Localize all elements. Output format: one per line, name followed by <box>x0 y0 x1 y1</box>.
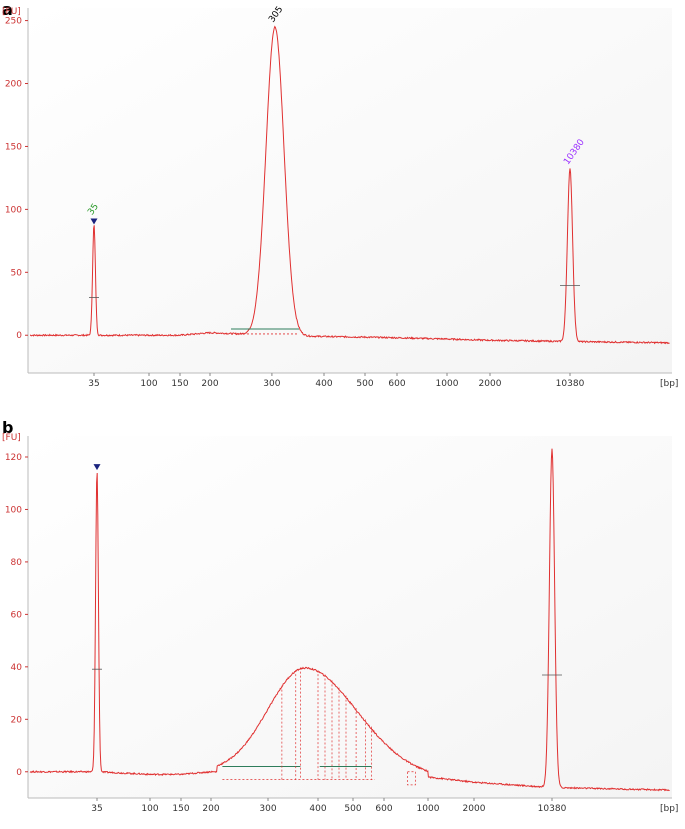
y-tick-label: 100 <box>5 505 22 515</box>
x-unit-label: [bp] <box>660 379 678 389</box>
x-tick-label: 10380 <box>538 804 567 814</box>
y-tick-label: 50 <box>11 268 23 278</box>
x-tick-label: 500 <box>356 379 373 389</box>
y-tick-label: 0 <box>16 331 22 341</box>
x-tick-label: 400 <box>315 379 332 389</box>
x-tick-label: 300 <box>259 804 276 814</box>
x-tick-label: 2000 <box>479 379 502 389</box>
panel-b: b [FU] 0 20 40 60 80 100 120 35 100 150 200 300 400 50… <box>0 418 685 829</box>
x-tick-label: 200 <box>201 379 218 389</box>
x-tick-label: 600 <box>388 379 405 389</box>
x-tick-label: 400 <box>309 804 326 814</box>
x-tick-label: 1000 <box>436 379 459 389</box>
panel-a: a [FU] 0 50 100 150 200 250 35 100 150 200 300 400 50… <box>0 0 685 410</box>
ladder-marker <box>90 218 98 225</box>
y-tick-label: 100 <box>5 205 22 215</box>
x-tick-label: 100 <box>141 804 158 814</box>
y-unit-label: [FU] <box>2 7 21 17</box>
electropherogram-a: [FU] 0 50 100 150 200 250 35 100 150 200 300 400 500 6… <box>2 5 678 389</box>
x-tick-label: 150 <box>172 804 189 814</box>
y-tick-label: 20 <box>11 715 23 725</box>
x-tick-label: 200 <box>202 804 219 814</box>
x-unit-label: [bp] <box>660 804 678 814</box>
x-tick-label: 10380 <box>556 379 585 389</box>
y-tick-label: 120 <box>5 453 22 463</box>
x-tick-label: 500 <box>344 804 361 814</box>
panel-label-a: a <box>2 0 13 19</box>
x-tick-label: 2000 <box>463 804 486 814</box>
signal-trace <box>29 25 670 345</box>
x-tick-label: 600 <box>375 804 392 814</box>
x-tick-label: 100 <box>140 379 157 389</box>
y-tick-label: 80 <box>11 558 23 568</box>
y-tick-label: 200 <box>5 80 22 90</box>
fragment-box <box>407 771 416 786</box>
y-tick-label: 0 <box>16 768 22 778</box>
panel-label-b: b <box>2 418 14 437</box>
x-tick-label: 1000 <box>417 804 440 814</box>
y-tick-label: 60 <box>11 610 23 620</box>
ladder-marker <box>93 464 101 471</box>
x-tick-label: 35 <box>91 804 102 814</box>
y-tick-label: 150 <box>5 142 22 152</box>
y-tick-label: 40 <box>11 663 23 673</box>
plot-area <box>28 436 672 798</box>
signal-trace <box>29 448 670 792</box>
electropherogram-b: [FU] 0 20 40 60 80 100 120 35 100 150 200 300 400 500 6… <box>2 433 678 814</box>
x-tick-label: 35 <box>88 379 99 389</box>
x-tick-label: 150 <box>171 379 188 389</box>
x-tick-label: 300 <box>263 379 280 389</box>
y-unit-label: [FU] <box>2 433 21 443</box>
y-tick-label: 250 <box>5 17 22 27</box>
